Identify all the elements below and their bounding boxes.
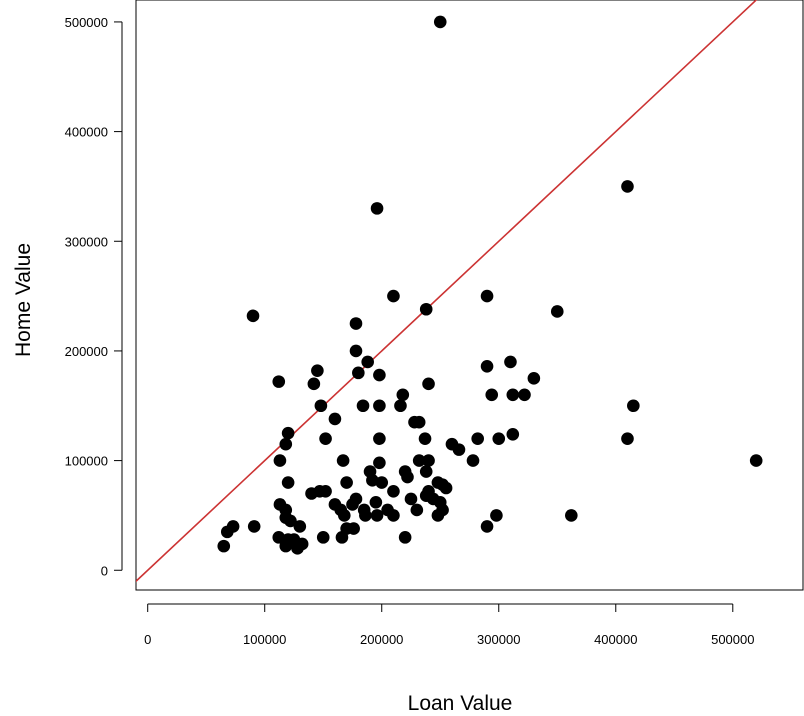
data-point (375, 476, 389, 489)
data-point (293, 520, 307, 533)
data-point (220, 525, 234, 539)
data-point (401, 470, 414, 484)
data-point (565, 509, 578, 522)
data-point (217, 539, 231, 553)
data-point (485, 388, 499, 402)
data-point (466, 454, 480, 467)
data-point (749, 454, 763, 467)
data-point (370, 202, 384, 215)
data-point (480, 520, 494, 533)
plot-frame (135, 0, 804, 591)
data-point (273, 454, 287, 467)
data-point (369, 495, 383, 509)
y-tick-label: 500000 (65, 15, 108, 30)
data-point (352, 366, 365, 380)
data-point (373, 432, 386, 445)
data-point (279, 539, 293, 553)
y-axis-title: Home Value (12, 243, 35, 357)
data-point (518, 388, 531, 402)
data-point (373, 456, 386, 470)
data-point (431, 509, 445, 522)
data-point (550, 305, 564, 318)
x-tick-label: 400000 (594, 632, 637, 647)
data-point (337, 509, 351, 522)
data-point (627, 399, 640, 413)
data-point (422, 454, 435, 467)
y-tick-label: 100000 (65, 454, 108, 469)
data-point (439, 481, 453, 495)
data-point (359, 509, 372, 522)
data-point (319, 485, 332, 498)
data-point (346, 498, 359, 511)
data-point (419, 302, 433, 316)
data-point (272, 375, 286, 388)
data-point (328, 412, 342, 426)
x-tick-label: 100000 (243, 632, 286, 647)
data-point (373, 399, 386, 413)
data-point (621, 180, 634, 193)
data-point (492, 432, 506, 445)
data-point (314, 399, 328, 413)
data-point (336, 454, 350, 467)
data-point (433, 15, 447, 29)
data-point (349, 344, 363, 358)
data-point (356, 399, 370, 413)
data-point (471, 432, 484, 445)
data-point (349, 317, 363, 330)
data-point (316, 531, 330, 544)
data-point (281, 476, 295, 489)
data-point (361, 355, 374, 369)
data-point (394, 399, 407, 413)
data-point (412, 454, 426, 467)
data-point (527, 372, 541, 385)
data-point (410, 503, 424, 517)
data-point (490, 509, 503, 522)
data-point (396, 388, 410, 402)
data-point (319, 432, 332, 445)
identity-reference-line (136, 0, 758, 583)
y-tick-label: 200000 (65, 344, 108, 359)
data-point (422, 377, 435, 391)
data-point (370, 509, 384, 522)
data-point (504, 355, 517, 369)
data-point (412, 415, 426, 429)
x-tick-label: 200000 (360, 632, 403, 647)
data-point (340, 476, 353, 489)
data-point (387, 509, 400, 522)
data-point (621, 432, 634, 445)
data-point (418, 432, 432, 445)
data-point (284, 514, 297, 528)
data-point (335, 531, 349, 544)
data-point (281, 426, 295, 440)
data-point (247, 520, 261, 533)
data-point (404, 492, 418, 506)
data-point (279, 437, 293, 451)
data-point (295, 537, 309, 551)
x-tick-label: 0 (144, 632, 151, 647)
x-tick-label: 300000 (477, 632, 520, 647)
data-point (305, 487, 318, 500)
x-tick-label: 500000 (711, 632, 754, 647)
data-point (311, 364, 324, 377)
data-point (307, 377, 321, 391)
data-point (452, 443, 466, 456)
y-tick-label: 0 (101, 563, 108, 578)
y-tick-label: 400000 (65, 125, 108, 140)
data-point (387, 289, 400, 303)
data-point (419, 465, 433, 478)
y-tick-label: 300000 (65, 234, 108, 249)
x-axis-title: Loan Value (408, 692, 513, 715)
data-point (506, 388, 520, 402)
data-point (398, 531, 412, 544)
data-point (480, 359, 494, 373)
data-point (506, 427, 520, 441)
data-point (387, 485, 400, 498)
data-point (480, 289, 494, 303)
data-point (347, 522, 360, 535)
data-point (246, 309, 260, 323)
data-point (373, 368, 386, 382)
